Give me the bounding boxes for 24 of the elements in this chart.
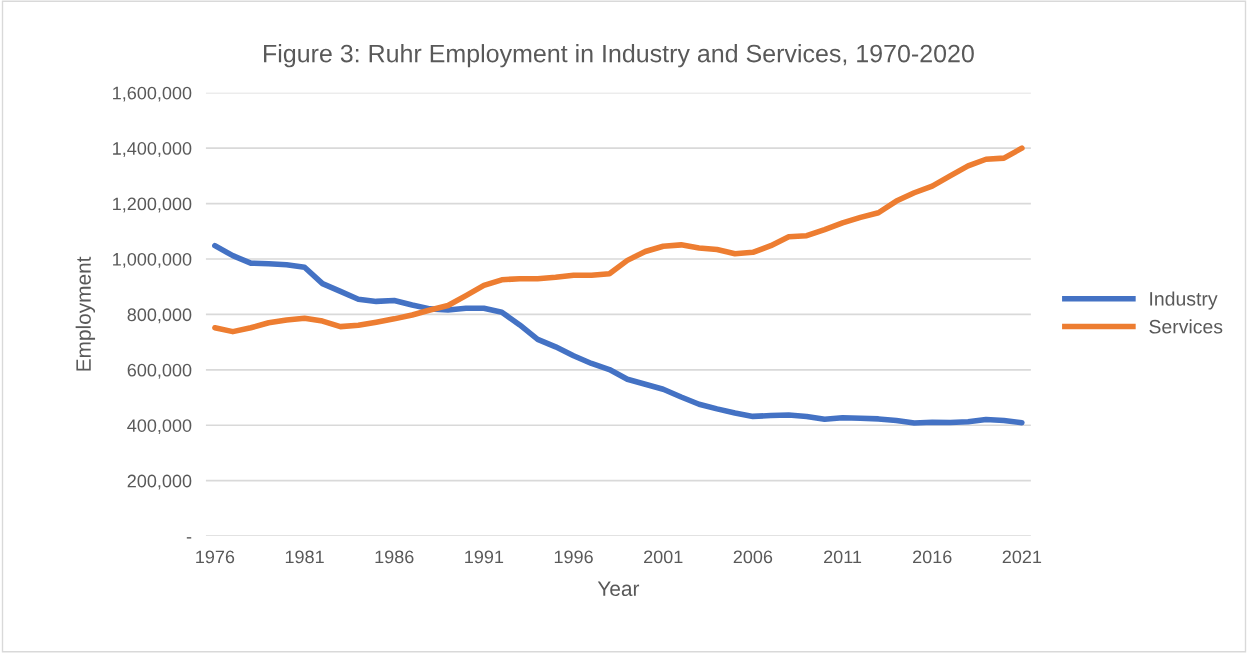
y-tick-label: 200,000: [127, 474, 192, 490]
x-tick-label: 1981: [285, 550, 324, 564]
x-tick-label: 2011: [824, 550, 862, 564]
y-tick-label: 1,400,000: [113, 142, 192, 157]
x-tick-label: 2001: [644, 550, 683, 564]
x-tick-label: 1986: [375, 550, 414, 564]
y-tick-label: 600,000: [127, 363, 192, 379]
y-tick-label: 1,000,000: [113, 252, 192, 268]
y-tick-label: 800,000: [127, 308, 192, 324]
y-tick-label: -: [186, 537, 192, 539]
x-tick-label: 1996: [554, 550, 593, 564]
chart-title: Figure 3: Ruhr Employment in Industry and Services, 1970-2020: [264, 44, 974, 68]
legend-label: Services: [1149, 319, 1223, 334]
y-tick-label: 400,000: [127, 419, 192, 435]
y-tick-label: 1,600,000: [113, 86, 192, 102]
x-tick-label: 2021: [1002, 550, 1042, 564]
y-axis-title: Employment: [75, 256, 96, 371]
x-axis-title: Year: [597, 581, 640, 597]
x-tick-label: 1976: [196, 550, 235, 564]
x-tick-label: 2016: [913, 550, 952, 564]
x-tick-label: 2006: [733, 550, 773, 564]
y-tick-label: 1,200,000: [113, 197, 192, 213]
legend-label: Industry: [1150, 291, 1218, 310]
x-tick-label: 1991: [465, 550, 504, 564]
